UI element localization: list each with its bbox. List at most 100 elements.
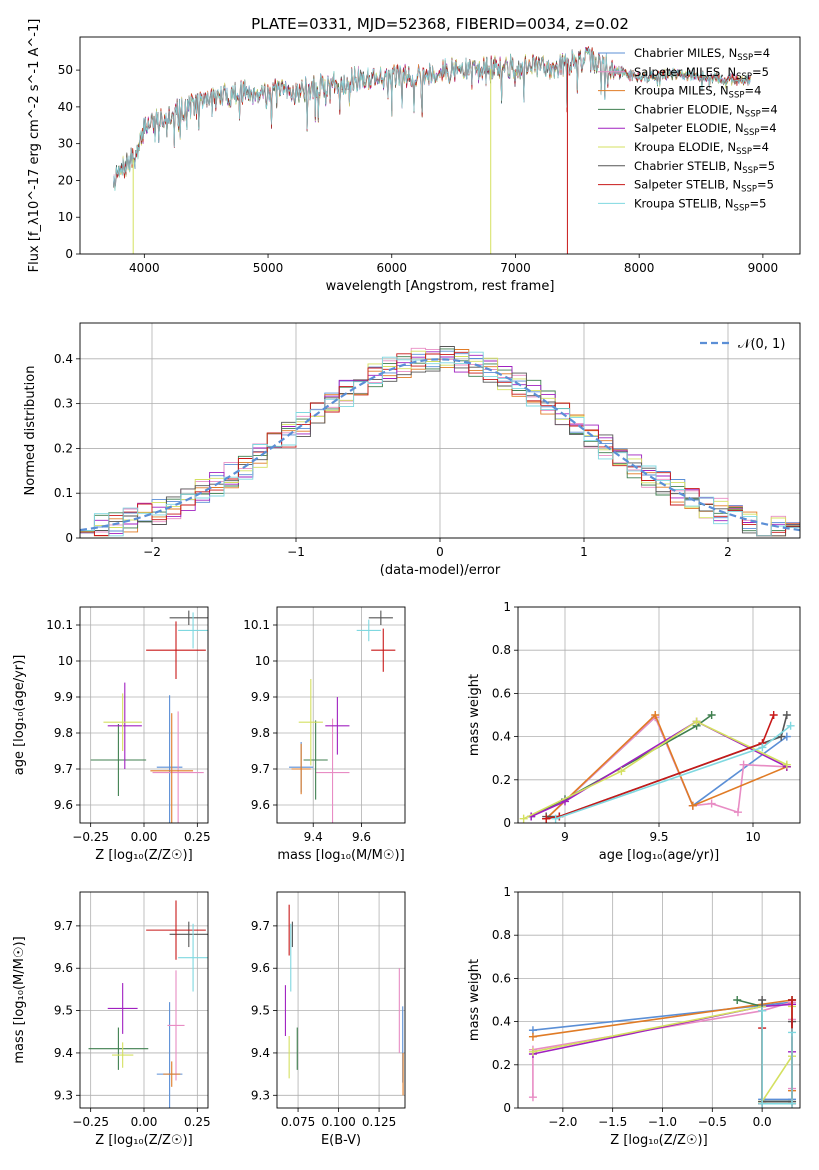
series-marker xyxy=(788,1099,797,1108)
series-line xyxy=(761,1010,793,1105)
grid xyxy=(518,891,800,1109)
y-axis-label: mass [log₁₀(M/M☉)] xyxy=(12,936,27,1063)
series-line xyxy=(530,720,788,818)
series-line xyxy=(546,714,775,820)
y-tick-label: 0.3 xyxy=(54,397,73,411)
axes-frame xyxy=(276,891,406,1109)
series-marker xyxy=(769,711,778,719)
series-marker xyxy=(758,1099,767,1108)
x-tick-label: 9.6 xyxy=(352,830,371,844)
legend-label: 𝒩(0, 1) xyxy=(738,337,785,352)
y-tick-label: 0.6 xyxy=(492,971,511,985)
x-tick-label: 1 xyxy=(580,545,588,559)
axes-frame xyxy=(79,36,801,255)
x-tick-label: 0 xyxy=(436,545,444,559)
y-tick-label: 0.4 xyxy=(492,1015,511,1029)
axes-frame xyxy=(276,606,406,824)
figure-title: PLATE=0331, MJD=52368, FIBERID=0034, z=0… xyxy=(251,15,629,33)
y-axis-label: Flux [f_λ10^-17 erg cm^-2 s^-1 A^-1] xyxy=(27,19,42,273)
x-axis-label: E(B-V) xyxy=(321,1133,361,1148)
y-tick-label: 0.4 xyxy=(54,352,73,366)
series-line xyxy=(545,715,787,820)
y-tick-label: 0 xyxy=(65,247,73,261)
series-marker xyxy=(651,711,660,719)
series-marker xyxy=(758,743,767,752)
y-tick-label: 0.4 xyxy=(492,730,511,744)
x-axis-label: Z [log₁₀(Z/Z☉)] xyxy=(95,1133,192,1148)
x-tick-label: 6000 xyxy=(376,261,407,275)
series-marker xyxy=(786,721,795,730)
x-tick-label: 10 xyxy=(745,830,760,844)
y-tick-label: 0.6 xyxy=(492,686,511,700)
series-marker xyxy=(528,1047,537,1056)
normal-curve xyxy=(80,358,800,532)
series-line xyxy=(761,1000,793,1105)
legend: Chabrier MILES, NSSP=4 Salpeter MILES, NS… xyxy=(598,46,778,213)
x-tick-label: −0.25 xyxy=(72,1115,109,1129)
x-tick-label: 9000 xyxy=(748,261,779,275)
y-tick-label: 9.8 xyxy=(54,726,73,740)
legend-label: Kroupa MILES, NSSP=4 xyxy=(634,84,761,101)
histogram-step xyxy=(80,351,800,537)
series-marker xyxy=(733,808,742,817)
series-marker xyxy=(788,1028,797,1037)
plot-area xyxy=(528,996,797,1108)
axes-frame xyxy=(79,322,801,539)
plot-area xyxy=(113,46,751,254)
series-marker xyxy=(707,711,716,719)
legend-label: Salpeter STELIB, NSSP=5 xyxy=(634,178,774,195)
y-tick-label: 0.1 xyxy=(54,486,73,500)
y-tick-label: 40 xyxy=(58,100,73,114)
y-tick-label: 9.6 xyxy=(251,798,270,812)
x-tick-label: 0.00 xyxy=(131,830,158,844)
x-tick-label: 0.25 xyxy=(184,830,211,844)
x-tick-label: 9.4 xyxy=(304,830,323,844)
x-tick-label: 8000 xyxy=(624,261,655,275)
y-tick-label: 30 xyxy=(58,137,73,151)
grid xyxy=(80,607,208,823)
y-tick-label: 9.7 xyxy=(251,919,270,933)
y-tick-label: 9.6 xyxy=(54,961,73,975)
plot-area xyxy=(519,711,795,823)
x-tick-label: 2 xyxy=(724,545,732,559)
x-tick-label: 4000 xyxy=(129,261,160,275)
y-tick-label: 1 xyxy=(503,600,511,614)
x-tick-label: 0.125 xyxy=(362,1115,396,1129)
series-line xyxy=(736,999,793,1103)
plot-area xyxy=(80,346,800,537)
series-marker xyxy=(519,814,528,823)
axes-spectrum: 4000 5000 6000 7000 8000 9000 0 10 20 30 40 50 wavel… xyxy=(27,19,801,294)
axes-age_vs_mass: 9.4 9.6 9.6 9.7 9.8 9.9 10 10.1 mass [log₁₀(M/M☉… xyxy=(243,606,406,863)
axes-mass_vs_Z: −0.25 0.00 0.25 9.3 9.4 9.5 9.6 9.7 Z [log₁₀(Z/Z… xyxy=(12,891,211,1148)
y-tick-label: 9.5 xyxy=(251,1004,270,1018)
series-marker xyxy=(758,1006,767,1015)
x-axis-label: Z [log₁₀(Z/Z☉)] xyxy=(95,848,192,863)
x-tick-label: −2.0 xyxy=(548,1115,577,1129)
x-tick-label: 0.25 xyxy=(184,1115,211,1129)
x-tick-label: −0.5 xyxy=(698,1115,727,1129)
x-tick-label: 0.0 xyxy=(753,1115,772,1129)
series-line xyxy=(761,1000,793,1103)
y-tick-label: 10.1 xyxy=(46,618,73,632)
y-tick-label: 9.3 xyxy=(251,1088,270,1102)
axes-mass_vs_ebv: 0.075 0.100 0.125 9.3 9.4 9.5 9.6 9.7 E(B-V) xyxy=(251,891,406,1148)
series-marker xyxy=(692,717,701,726)
y-tick-label: 1 xyxy=(503,885,511,899)
axes-mass_weight_vs_age: 9 9.5 10 0 0.2 0.4 0.6 0.8 1 age [log₁₀(age/yr)] m… xyxy=(467,600,801,863)
y-tick-label: 0.8 xyxy=(492,928,511,942)
axes-frame xyxy=(79,606,209,824)
y-tick-label: 0 xyxy=(503,816,511,830)
series-line xyxy=(523,720,788,820)
x-tick-label: −1.5 xyxy=(598,1115,627,1129)
x-tick-label: 7000 xyxy=(500,261,531,275)
histogram-step xyxy=(80,351,800,537)
y-tick-label: 9.9 xyxy=(251,690,270,704)
plot-area xyxy=(284,904,404,1096)
y-tick-label: 9.6 xyxy=(251,961,270,975)
series-marker xyxy=(733,996,742,1004)
series-marker xyxy=(758,996,767,1004)
y-tick-label: 50 xyxy=(58,63,73,77)
y-axis-label: Normed distribution xyxy=(23,366,38,496)
series-marker xyxy=(739,760,748,769)
